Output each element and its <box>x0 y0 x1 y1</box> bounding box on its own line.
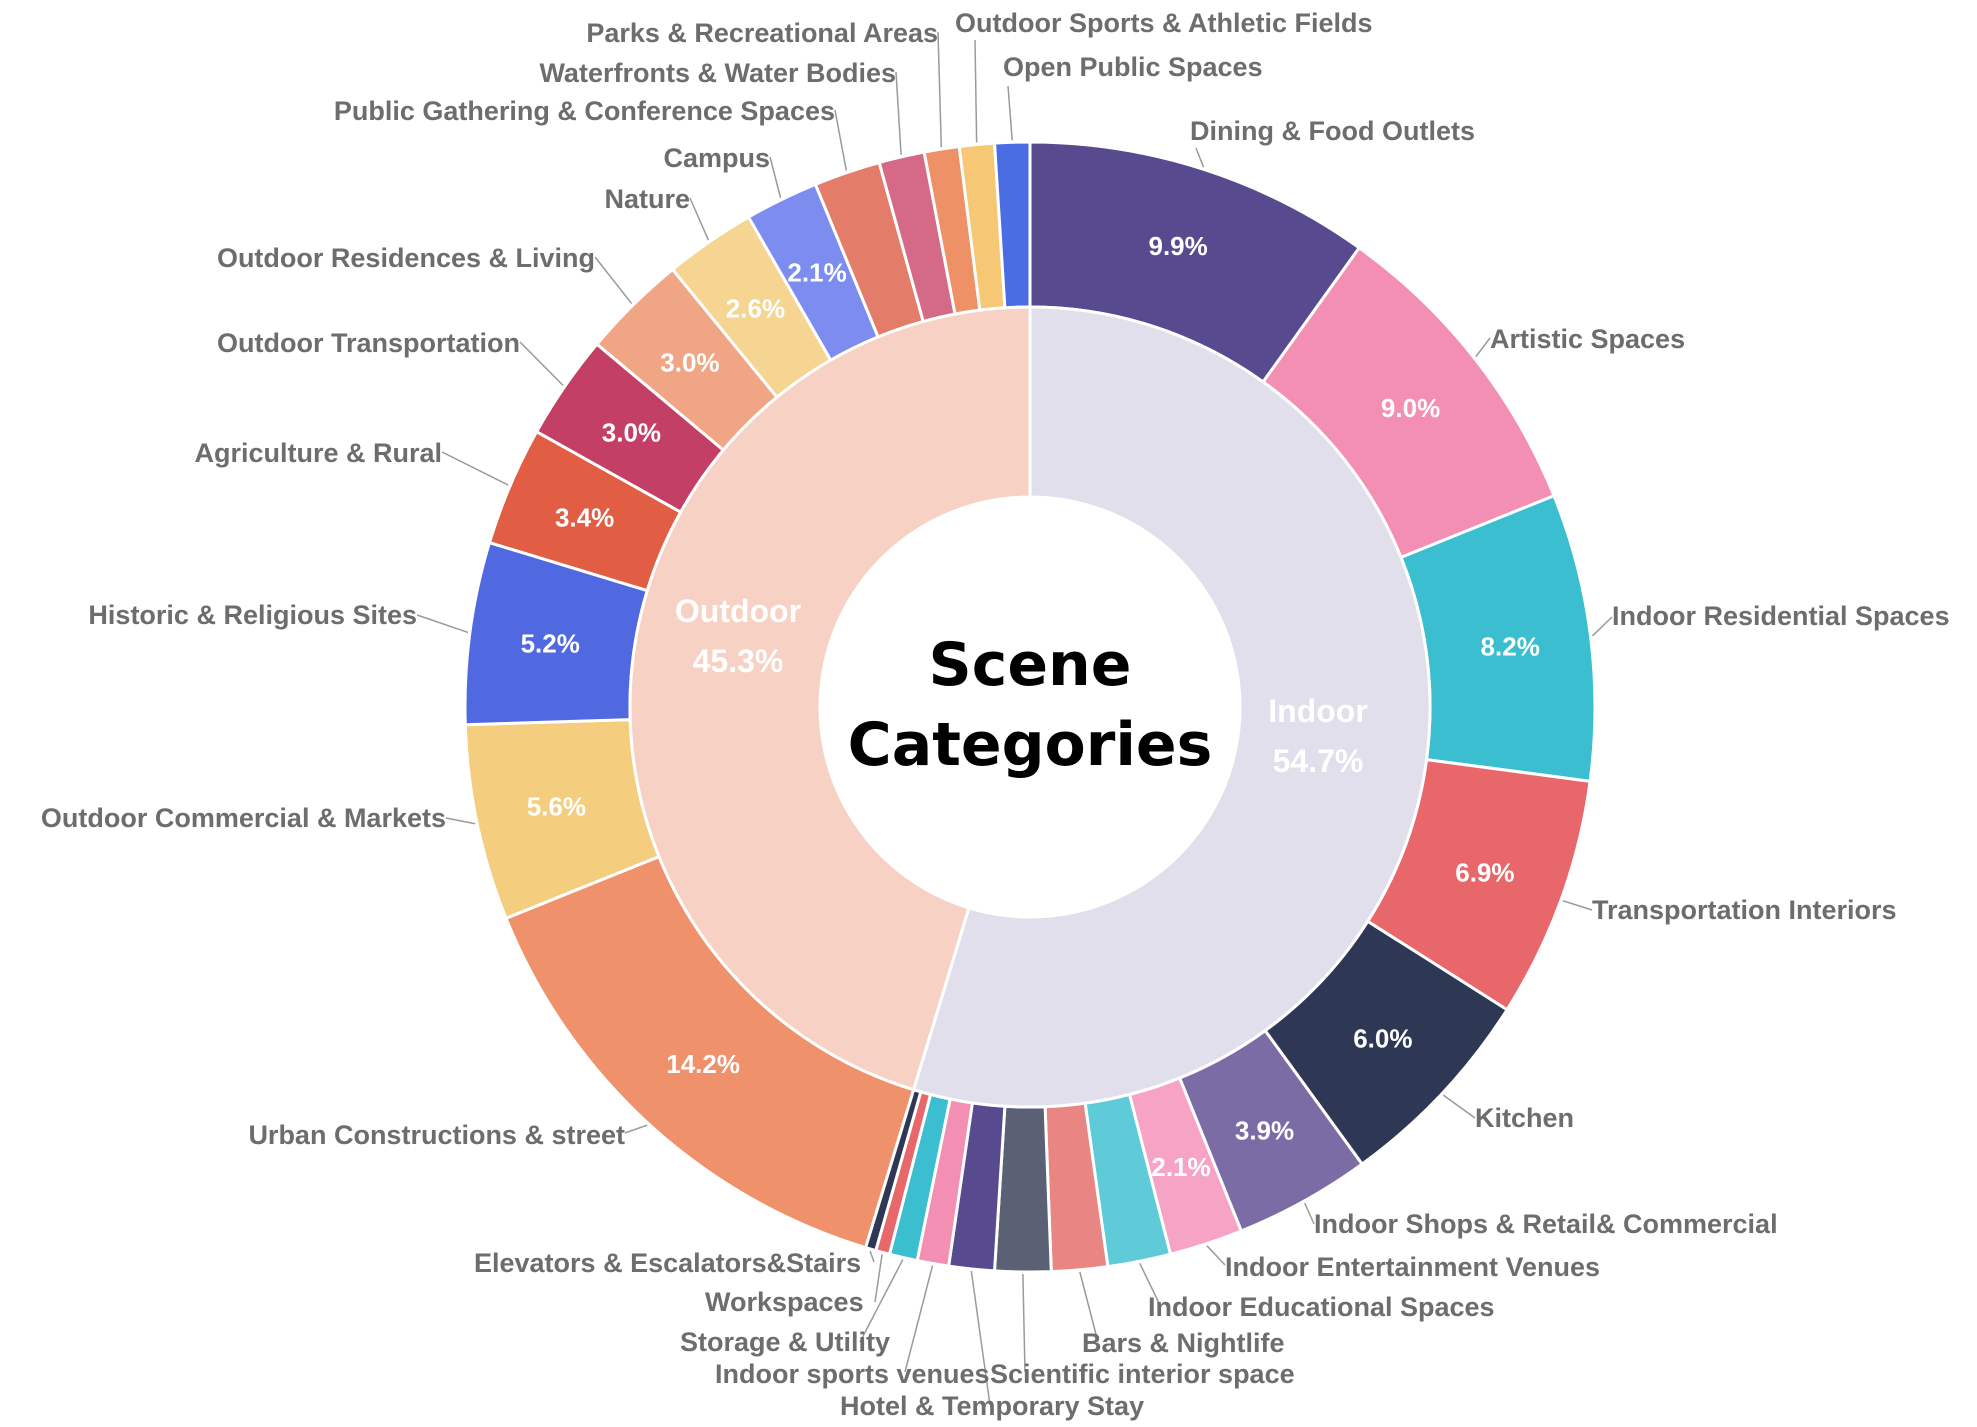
category-label-workspaces: Workspaces <box>705 1287 864 1317</box>
leader-line-hotel-and-temporary-stay <box>970 1270 991 1406</box>
category-label-artistic-spaces: Artistic Spaces <box>1490 324 1685 354</box>
leader-line-campus <box>769 156 782 199</box>
category-label-outdoor-commercial-and-markets: Outdoor Commercial & Markets <box>41 803 446 833</box>
category-label-parks-and-recreational-areas: Parks & Recreational Areas <box>586 18 938 48</box>
leader-line-kitchen <box>1442 1094 1476 1119</box>
percent-label-kitchen: 6.0% <box>1353 1023 1412 1053</box>
leader-line-outdoor-residences-and-living <box>594 256 633 305</box>
category-label-indoor-entertainment-venues: Indoor Entertainment Venues <box>1225 1252 1600 1282</box>
leader-line-public-gathering-and-conference-spaces <box>834 109 848 171</box>
percent-label-historic-and-religious-sites: 5.2% <box>521 628 580 658</box>
percent-label-indoor-residential-spaces: 8.2% <box>1481 631 1540 661</box>
percent-label-campus: 2.1% <box>787 257 846 287</box>
leader-line-indoor-residential-spaces <box>1592 616 1613 637</box>
percent-label-indoor-shops-and-retailand-commercial: 3.9% <box>1235 1115 1294 1145</box>
leader-line-agriculture-and-rural <box>441 451 509 486</box>
outer-percent-labels: 9.9% 9.0% 8.2% 6.9% 6.0% 3.9% 2.1% 14.2% 5.6% 5.2… <box>521 231 1540 1182</box>
category-label-kitchen: Kitchen <box>1475 1103 1574 1133</box>
leader-line-workspaces <box>874 1254 883 1303</box>
percent-label-urban-constructions-and-street: 14.2% <box>666 1049 740 1079</box>
inner-label-outdoor: Outdoor <box>675 593 801 629</box>
category-label-indoor-shops-and-retailand-commercial: Indoor Shops & Retail& Commercial <box>1314 1209 1778 1239</box>
category-labels: Dining & Food Outlets Artistic Spaces Indo… <box>41 8 1950 1421</box>
inner-percent-outdoor: 45.3% <box>693 643 784 679</box>
category-label-public-gathering-and-conference-spaces: Public Gathering & Conference Spaces <box>334 96 835 126</box>
category-label-transportation-interiors: Transportation Interiors <box>1592 895 1897 925</box>
category-label-hotel-and-temporary-stay: Hotel & Temporary Stay <box>840 1391 1144 1421</box>
leader-line-indoor-shops-and-retailand-commercial <box>1304 1202 1315 1225</box>
leader-line-indoor-entertainment-venues <box>1206 1245 1226 1266</box>
outer-ring <box>463 140 1597 1274</box>
leader-line-outdoor-sports-and-athletic-fields <box>974 39 978 143</box>
category-label-outdoor-sports-and-athletic-fields: Outdoor Sports & Athletic Fields <box>955 8 1373 38</box>
center-title-line-1: Scene <box>929 630 1132 700</box>
category-label-historic-and-religious-sites: Historic & Religious Sites <box>88 600 417 630</box>
leader-line-urban-constructions-and-street <box>624 1124 648 1134</box>
leader-line-dining-and-food-outlets <box>1195 147 1205 168</box>
percent-label-artistic-spaces: 9.0% <box>1381 393 1440 423</box>
category-label-outdoor-residences-and-living: Outdoor Residences & Living <box>217 243 595 273</box>
percent-label-agriculture-and-rural: 3.4% <box>555 503 614 533</box>
leader-lines <box>416 31 1613 1406</box>
category-label-agriculture-and-rural: Agriculture & Rural <box>194 438 442 468</box>
category-label-outdoor-transportation: Outdoor Transportation <box>217 328 520 358</box>
leader-line-artistic-spaces <box>1475 337 1491 358</box>
leader-line-bars-and-nightlife <box>1079 1271 1099 1343</box>
leader-line-historic-and-religious-sites <box>416 614 469 634</box>
category-label-nature: Nature <box>604 184 690 214</box>
category-label-indoor-residential-spaces: Indoor Residential Spaces <box>1612 601 1950 631</box>
category-label-dining-and-food-outlets: Dining & Food Outlets <box>1190 116 1475 146</box>
leader-line-waterfronts-and-water-bodies <box>895 71 902 155</box>
leader-line-elevators-and-escalatorsandstairs <box>869 1250 875 1263</box>
leader-line-transportation-interiors <box>1562 900 1593 911</box>
leader-line-parks-and-recreational-areas <box>937 31 943 148</box>
category-label-elevators-and-escalatorsandstairs: Elevators & Escalators&Stairs <box>474 1248 861 1278</box>
category-label-campus: Campus <box>663 143 770 173</box>
leader-line-outdoor-transportation <box>519 341 564 386</box>
category-label-bars-and-nightlife: Bars & Nightlife <box>1082 1328 1285 1358</box>
category-label-open-public-spaces: Open Public Spaces <box>1003 52 1263 82</box>
center-title-line-2: Categories <box>848 710 1213 780</box>
leader-line-indoor-educational-spaces <box>1139 1262 1161 1306</box>
percent-label-indoor-entertainment-venues: 2.1% <box>1151 1152 1210 1182</box>
inner-percent-indoor: 54.7% <box>1273 743 1364 779</box>
percent-label-outdoor-residences-and-living: 3.0% <box>660 348 719 378</box>
category-label-scientific-interior-space: Scientific interior space <box>990 1359 1295 1389</box>
category-label-storage-and-utility: Storage & Utility <box>680 1327 890 1357</box>
category-label-indoor-educational-spaces: Indoor Educational Spaces <box>1148 1292 1495 1322</box>
leader-line-nature <box>689 197 710 241</box>
percent-label-outdoor-transportation: 3.0% <box>602 417 661 447</box>
inner-label-indoor: Indoor <box>1268 693 1368 729</box>
percent-label-transportation-interiors: 6.9% <box>1455 857 1514 887</box>
percent-label-dining-and-food-outlets: 9.9% <box>1148 231 1207 261</box>
category-label-waterfronts-and-water-bodies: Waterfronts & Water Bodies <box>539 58 896 88</box>
category-label-urban-constructions-and-street: Urban Constructions & street <box>248 1120 625 1150</box>
inner-ring-labels: Indoor 54.7% Outdoor 45.3% <box>675 593 1368 779</box>
category-label-indoor-sports-venues: Indoor sports venues <box>715 1359 990 1389</box>
percent-label-nature: 2.6% <box>726 293 785 323</box>
percent-label-outdoor-commercial-and-markets: 5.6% <box>527 792 586 822</box>
leader-line-outdoor-commercial-and-markets <box>445 817 476 825</box>
leader-line-indoor-sports-venues <box>904 1265 934 1373</box>
center-hole <box>820 497 1240 917</box>
leader-line-storage-and-utility <box>859 1259 904 1343</box>
leader-line-open-public-spaces <box>1007 85 1013 141</box>
leader-line-scientific-interior-space <box>1022 1273 1026 1373</box>
